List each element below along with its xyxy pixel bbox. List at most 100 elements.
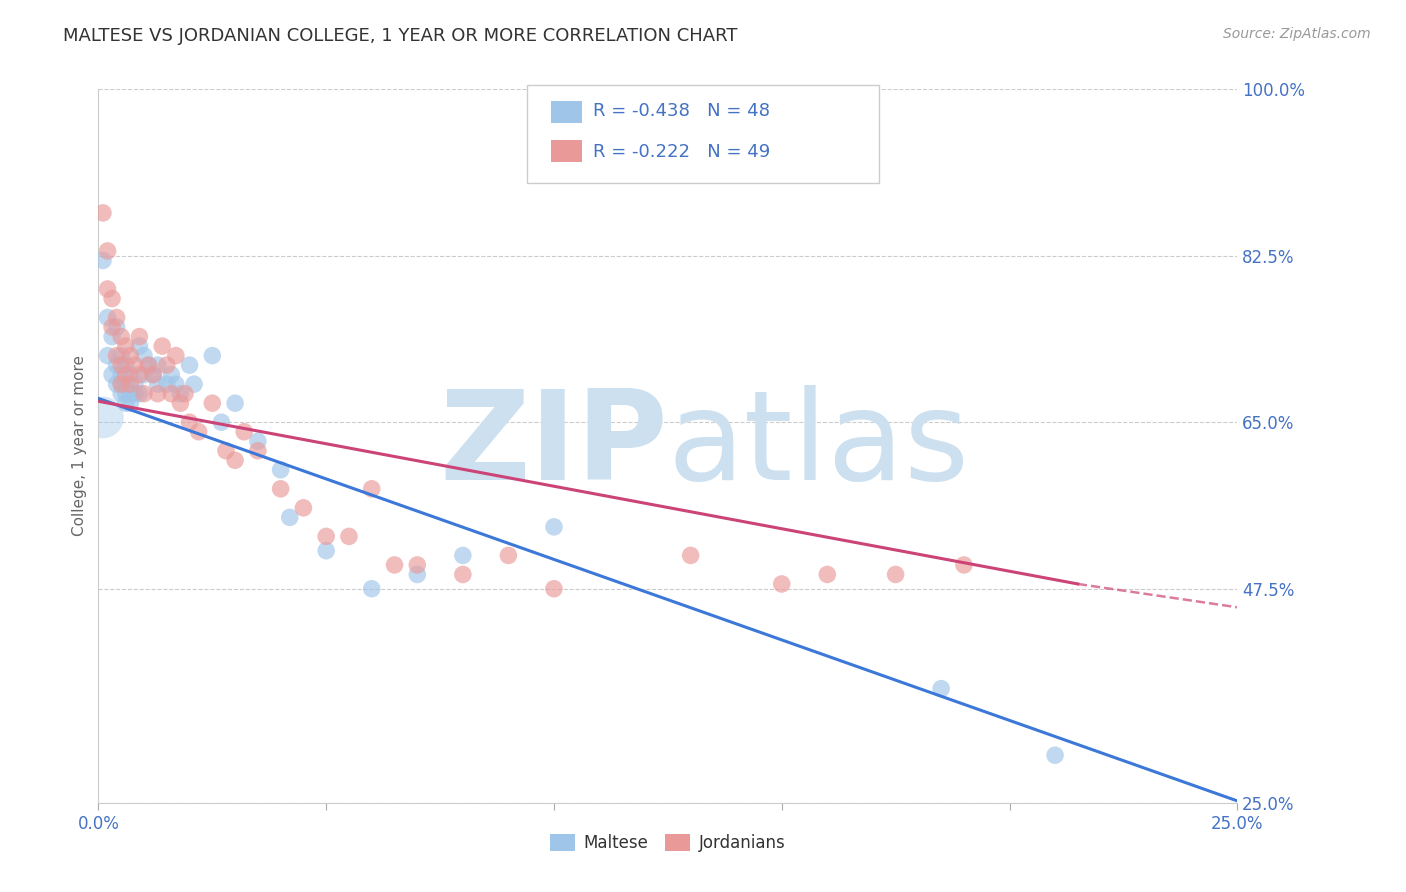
Point bbox=[120, 386, 142, 401]
Text: MALTESE VS JORDANIAN COLLEGE, 1 YEAR OR MORE CORRELATION CHART: MALTESE VS JORDANIAN COLLEGE, 1 YEAR OR … bbox=[63, 27, 738, 45]
Text: atlas: atlas bbox=[668, 385, 970, 507]
Point bbox=[124, 386, 146, 401]
Point bbox=[110, 377, 132, 392]
Point bbox=[105, 349, 128, 363]
Point bbox=[142, 368, 165, 382]
Point bbox=[110, 358, 132, 372]
Point bbox=[278, 510, 301, 524]
Y-axis label: College, 1 year or more: College, 1 year or more bbox=[72, 356, 87, 536]
Point bbox=[150, 339, 173, 353]
Point bbox=[146, 386, 169, 401]
Point bbox=[337, 529, 360, 543]
Point bbox=[451, 567, 474, 582]
Point bbox=[543, 582, 565, 596]
Point bbox=[224, 396, 246, 410]
Point bbox=[929, 681, 952, 696]
Point bbox=[160, 386, 183, 401]
Point bbox=[91, 410, 114, 425]
Point bbox=[292, 500, 315, 515]
Point bbox=[110, 349, 132, 363]
Point bbox=[91, 253, 114, 268]
Point bbox=[165, 377, 187, 392]
Point bbox=[160, 368, 183, 382]
Point bbox=[201, 396, 224, 410]
Point bbox=[105, 377, 128, 392]
Point bbox=[233, 425, 256, 439]
Point bbox=[138, 358, 160, 372]
Point bbox=[138, 358, 160, 372]
Point bbox=[1043, 748, 1066, 763]
Point bbox=[124, 358, 146, 372]
Point bbox=[384, 558, 406, 572]
Point bbox=[124, 377, 146, 392]
Point bbox=[884, 567, 907, 582]
Point bbox=[315, 543, 337, 558]
Point bbox=[101, 292, 124, 306]
Point bbox=[246, 434, 269, 449]
Point bbox=[209, 415, 232, 429]
Point bbox=[360, 582, 382, 596]
Point bbox=[953, 558, 976, 572]
Point bbox=[183, 377, 205, 392]
Point bbox=[146, 358, 169, 372]
Point bbox=[96, 244, 118, 258]
Point bbox=[105, 310, 128, 325]
Point bbox=[246, 443, 269, 458]
Point bbox=[132, 386, 155, 401]
Point bbox=[120, 377, 142, 392]
Point bbox=[770, 577, 793, 591]
Point bbox=[201, 349, 224, 363]
Point bbox=[406, 567, 429, 582]
Point bbox=[187, 425, 209, 439]
Point bbox=[128, 339, 150, 353]
Point bbox=[114, 377, 136, 392]
Point bbox=[315, 529, 337, 543]
Point bbox=[179, 358, 201, 372]
Point bbox=[105, 358, 128, 372]
Point bbox=[156, 358, 179, 372]
Point bbox=[128, 329, 150, 343]
Point bbox=[406, 558, 429, 572]
Point bbox=[128, 368, 150, 382]
Text: ZIP: ZIP bbox=[439, 385, 668, 507]
Point bbox=[110, 386, 132, 401]
Point bbox=[451, 549, 474, 563]
Point bbox=[110, 329, 132, 343]
Point bbox=[165, 349, 187, 363]
Point bbox=[215, 443, 238, 458]
Point bbox=[114, 368, 136, 382]
Point bbox=[101, 368, 124, 382]
Point bbox=[120, 368, 142, 382]
Point bbox=[543, 520, 565, 534]
Point bbox=[179, 415, 201, 429]
Point bbox=[156, 377, 179, 392]
Point bbox=[96, 349, 118, 363]
Text: R = -0.438   N = 48: R = -0.438 N = 48 bbox=[593, 103, 770, 120]
Point bbox=[114, 396, 136, 410]
Point bbox=[120, 349, 142, 363]
Point bbox=[110, 368, 132, 382]
Point bbox=[114, 386, 136, 401]
Point bbox=[169, 396, 191, 410]
Point bbox=[110, 377, 132, 392]
Point bbox=[224, 453, 246, 467]
Point bbox=[114, 339, 136, 353]
Point bbox=[169, 386, 191, 401]
Point bbox=[101, 320, 124, 334]
Point bbox=[679, 549, 702, 563]
Point bbox=[270, 463, 292, 477]
Point bbox=[114, 358, 136, 372]
Point bbox=[120, 396, 142, 410]
Point bbox=[96, 310, 118, 325]
Point bbox=[132, 349, 155, 363]
Point bbox=[174, 386, 197, 401]
Text: Source: ZipAtlas.com: Source: ZipAtlas.com bbox=[1223, 27, 1371, 41]
Point bbox=[101, 329, 124, 343]
Point bbox=[105, 320, 128, 334]
Point bbox=[270, 482, 292, 496]
Legend: Maltese, Jordanians: Maltese, Jordanians bbox=[544, 827, 792, 859]
Point bbox=[360, 482, 382, 496]
Point bbox=[815, 567, 838, 582]
Point bbox=[142, 368, 165, 382]
Point bbox=[132, 368, 155, 382]
